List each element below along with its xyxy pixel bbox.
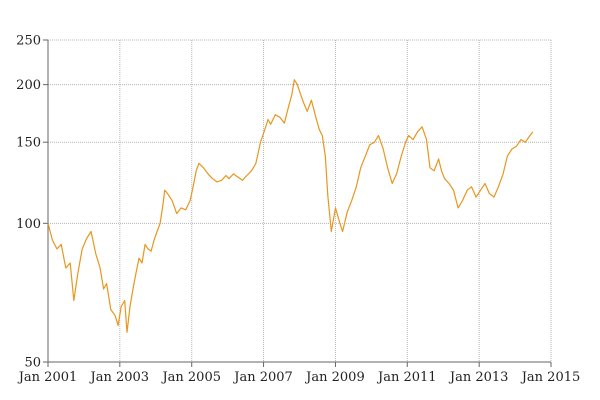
series-line [47, 79, 534, 333]
x-tick-label: Jan 2003 [89, 370, 150, 385]
x-tick-label: Jan 2013 [448, 370, 509, 385]
y-tick-label: 200 [16, 78, 41, 93]
axis-tick-labels: 50 100 150 200 250 Jan 2001 Jan 2003 Jan 2005 Ja… [16, 34, 580, 386]
y-tick-label: 50 [24, 356, 41, 371]
x-tick-label: Jan 2007 [232, 370, 293, 385]
x-tick-label: Jan 2011 [376, 370, 437, 385]
y-tick-label: 100 [16, 217, 41, 232]
chart-axes [47, 40, 551, 363]
chart-grid [48, 39, 552, 362]
axis-ticks [43, 39, 552, 367]
y-tick-label: 150 [16, 136, 41, 151]
y-tick-label: 250 [16, 34, 41, 49]
x-tick-label: Jan 2009 [304, 370, 365, 385]
series-group [47, 79, 534, 333]
x-tick-label: Jan 2001 [17, 370, 78, 385]
x-tick-label: Jan 2015 [520, 370, 581, 385]
x-tick-label: Jan 2005 [160, 370, 221, 385]
